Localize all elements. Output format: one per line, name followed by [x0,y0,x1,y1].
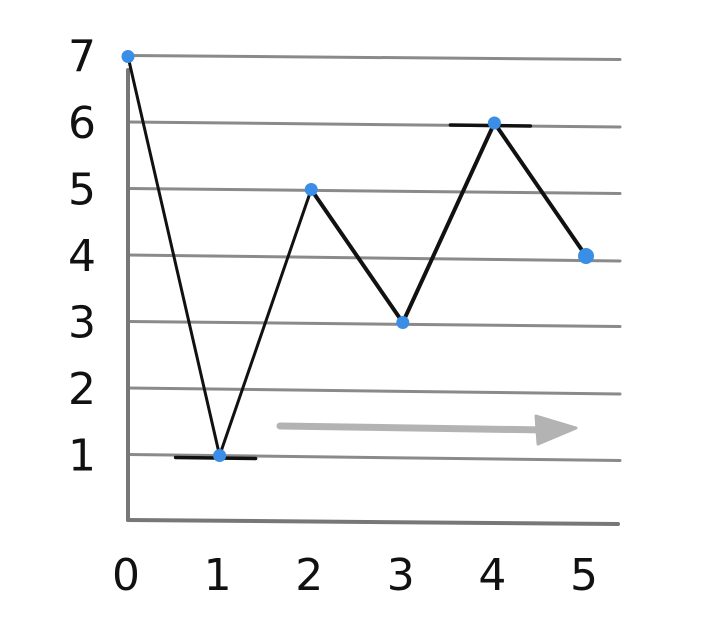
x-tick-label: 1 [204,550,232,601]
gridline-y-2 [126,386,622,396]
x-tick-label: 3 [387,550,415,601]
y-tick-label: 4 [68,231,96,282]
gridline-y-4 [126,253,622,263]
extrema-markers [173,123,533,461]
data-point [121,50,135,63]
y-tick-label: 3 [68,298,96,349]
gridline-y-5 [126,187,622,195]
line-segment [400,121,497,325]
data-point [578,248,594,264]
y-tick-labels: 1 2 3 4 5 6 7 [68,32,96,482]
x-tick-label: 0 [112,550,140,601]
y-tick-label: 2 [68,364,96,415]
y-tick-label: 1 [68,431,96,482]
line-segment [309,187,405,325]
x-tick-label: 2 [295,550,323,601]
data-point [304,183,318,196]
line-segment [492,121,588,258]
data-point [213,449,227,462]
trend-arrow [276,414,578,446]
axes [126,68,620,526]
x-tick-label: 4 [478,550,506,601]
gridline-y-3 [126,320,622,328]
data-point [396,316,410,329]
trend-arrow-head [534,414,578,446]
y-tick-label: 5 [68,165,96,216]
x-tick-label: 5 [570,550,598,601]
gridline-y-1 [126,453,622,462]
x-tick-labels: 0 1 2 3 4 5 [112,550,598,601]
data-line [126,55,588,457]
data-point [487,116,501,130]
line-segment [126,55,222,457]
gridline-y-7 [126,54,622,61]
y-tick-label: 6 [68,98,96,149]
y-tick-label: 7 [68,32,96,83]
x-axis [126,518,620,526]
data-points [121,50,594,462]
gridline-y-6 [126,120,622,129]
line-segment [218,188,313,457]
gridlines [126,54,622,462]
trend-arrow-shaft [276,422,550,434]
